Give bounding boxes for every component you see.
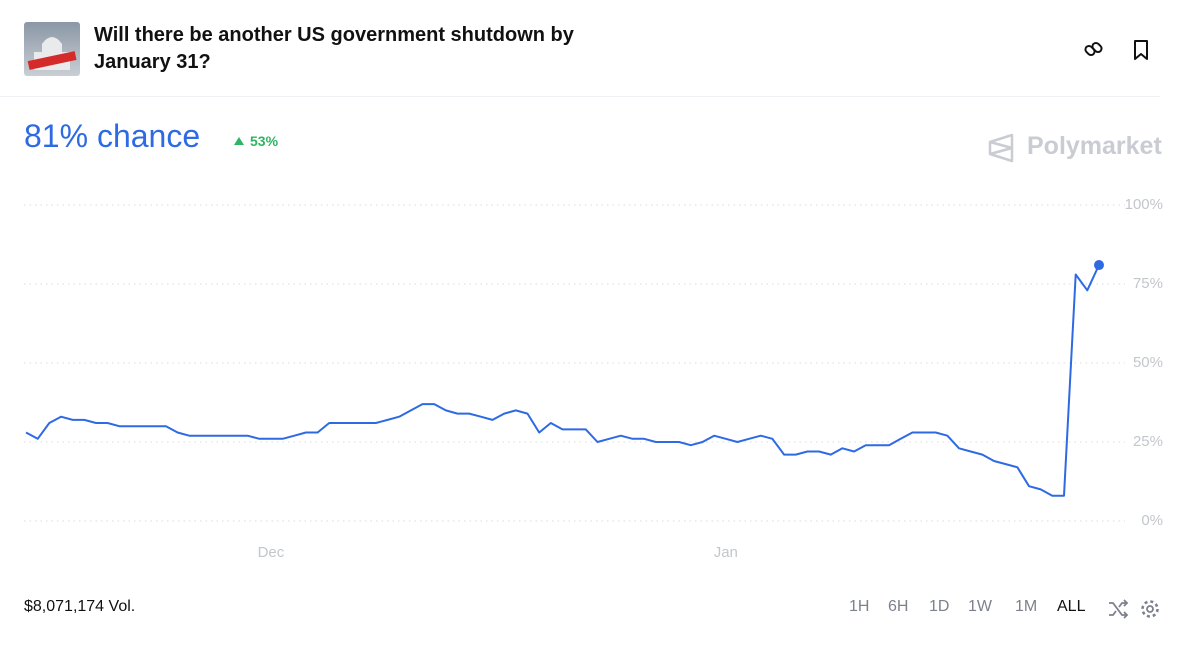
up-arrow [234, 137, 244, 145]
link-icon[interactable] [1082, 38, 1106, 62]
divider [0, 96, 1160, 97]
y-tick-label: 75% [1133, 275, 1163, 292]
bookmark-icon[interactable] [1130, 38, 1152, 62]
x-tick-label: Dec [258, 544, 285, 561]
settings-icon[interactable] [1139, 598, 1161, 620]
change: 53% [250, 133, 279, 149]
timeframe-button[interactable]: 1H [849, 598, 870, 615]
timeframe-button[interactable]: 1D [929, 598, 950, 615]
y-tick-label: 100% [1125, 196, 1163, 213]
brand: Polymarket [1027, 132, 1162, 160]
market-image [24, 22, 80, 76]
line [25, 264, 1100, 497]
shuffle-icon[interactable] [1107, 598, 1129, 620]
timeframe-button[interactable]: ALL [1057, 598, 1086, 615]
y-tick-label: 0% [1141, 512, 1163, 529]
y-tick-label: 25% [1133, 433, 1163, 450]
end-point [1094, 260, 1104, 271]
chance: 81% chance [24, 118, 201, 154]
brand-icon [988, 133, 1014, 163]
timeframe-button[interactable]: 1M [1015, 598, 1038, 615]
market-title: Will there be another US government shut… [94, 24, 574, 73]
x-tick-label: Jan [714, 544, 738, 561]
timeframe-button[interactable]: 6H [888, 598, 909, 615]
chart: 0% 25% 50% 75% 100% Dec Jan [24, 196, 1163, 561]
volume: $8,071,174 Vol. [24, 598, 136, 615]
y-tick-label: 50% [1133, 354, 1163, 371]
timeframe-button[interactable]: 1W [968, 598, 992, 615]
